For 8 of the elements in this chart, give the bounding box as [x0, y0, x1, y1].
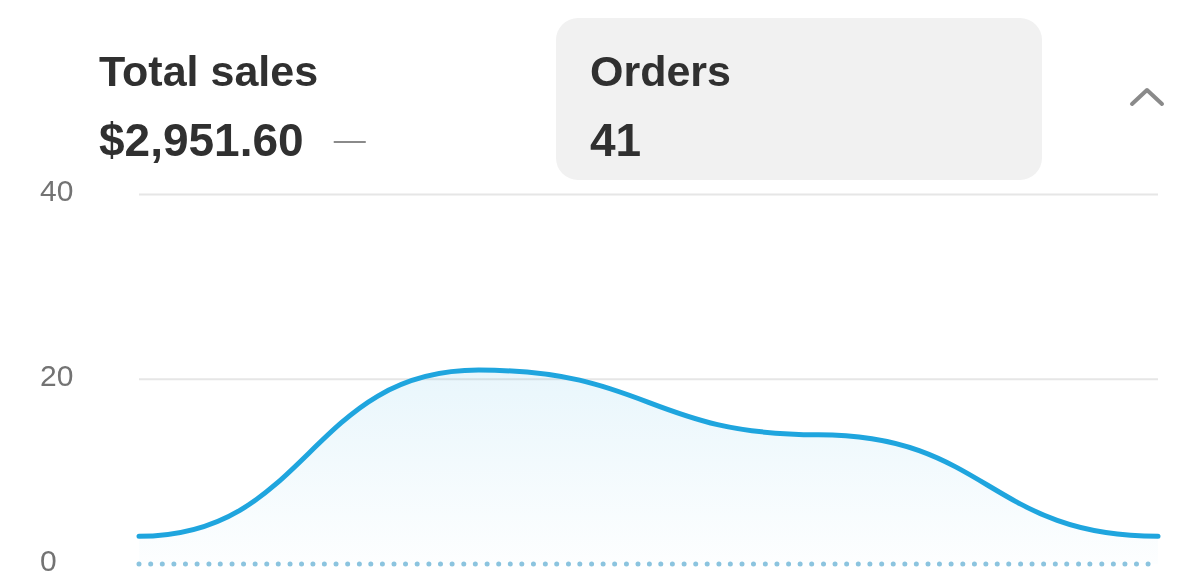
text: Total sales: [99, 47, 319, 95]
y-tick-label: 0: [40, 543, 57, 574]
text: $2,951.60: [99, 114, 304, 166]
text: —: [333, 121, 366, 157]
chart-title: Orders: [590, 47, 732, 95]
chart-subtitle: 41: [590, 114, 642, 166]
y-tick-label: 20: [40, 358, 74, 392]
y-tick-label: 40: [40, 174, 74, 208]
